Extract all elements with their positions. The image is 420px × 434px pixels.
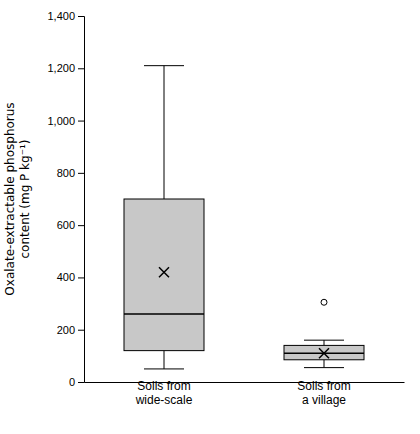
y-tick: 400	[57, 271, 84, 283]
flier	[321, 299, 327, 305]
y-axis-title-line: Oxalate-extractable phosphorus	[3, 102, 17, 295]
y-tick-label: 800	[57, 167, 75, 179]
whisker-high	[164, 66, 165, 199]
whisker-high	[324, 340, 325, 345]
y-tick-mark	[78, 68, 84, 69]
y-axis: 0 200 400 600 800 1,000 1,200 1,400	[47, 10, 84, 388]
y-tick-label: 400	[57, 271, 75, 283]
y-tick-mark	[78, 16, 84, 17]
y-tick-mark	[78, 277, 84, 278]
y-tick: 800	[57, 167, 84, 179]
y-tick-mark	[78, 173, 84, 174]
whisker-low	[324, 360, 325, 368]
y-axis-title: Oxalate-extractable phosphoruscontent (m…	[3, 102, 32, 295]
y-tick: 1,400	[47, 10, 84, 22]
box-body	[284, 345, 364, 359]
y-tick-mark	[78, 382, 84, 383]
y-tick: 1,200	[47, 62, 84, 74]
y-tick-mark	[78, 330, 84, 331]
median	[124, 313, 204, 315]
y-tick-label: 1,200	[47, 62, 75, 74]
y-tick: 0	[69, 376, 84, 388]
cap-high	[144, 65, 184, 66]
y-axis-line	[78, 17, 85, 383]
cap-low	[304, 367, 344, 368]
y-tick-label: 200	[57, 324, 75, 336]
x-axis-line	[85, 382, 405, 383]
whisker-low	[164, 351, 165, 369]
x-tick-label: Soils fromwide-scale	[135, 379, 193, 407]
y-tick-label: 600	[57, 219, 75, 231]
plot-area: 02004006008001,0001,2001,400Soils fromwi…	[3, 10, 405, 407]
y-axis-title-line: content (mg P kg⁻¹)	[18, 139, 32, 258]
y-tick-label: 1,000	[47, 115, 75, 127]
box-body	[124, 199, 204, 351]
x-tick-label-line: wide-scale	[135, 393, 193, 407]
marks	[124, 66, 364, 369]
y-tick-label: 0	[69, 376, 75, 388]
x-tick-label-line: a village	[302, 393, 346, 407]
x-tick-label: Soils froma village	[297, 379, 350, 407]
y-tick: 200	[57, 324, 84, 336]
y-tick: 1,000	[47, 115, 84, 127]
box	[124, 66, 204, 369]
y-tick-mark	[78, 121, 84, 122]
x-tick: Soils fromwide-scale	[135, 379, 193, 407]
mean	[319, 348, 329, 358]
cap-low	[144, 368, 184, 369]
y-tick-mark	[78, 225, 84, 226]
y-tick-label: 1,400	[47, 10, 75, 22]
y-tick: 600	[57, 219, 84, 231]
x-tick: Soils froma village	[297, 379, 350, 407]
x-tick-label-line: Soils from	[297, 379, 350, 393]
x-tick-label-line: Soils from	[137, 379, 190, 393]
box	[284, 299, 364, 367]
x-axis: Soils fromwide-scaleSoils froma village	[85, 379, 405, 407]
mean	[159, 267, 169, 277]
chart-svg: 02004006008001,0001,2001,400Soils fromwi…	[0, 0, 420, 434]
cap-high	[304, 340, 344, 341]
